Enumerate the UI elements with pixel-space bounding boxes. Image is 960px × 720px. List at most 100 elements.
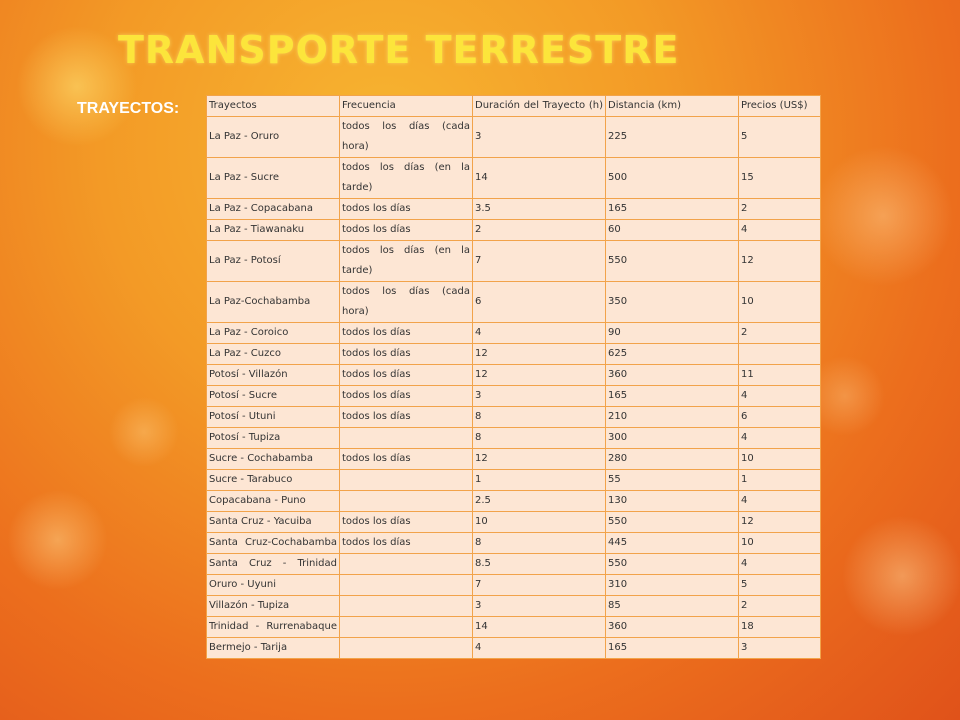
price-cell: 2 (738, 595, 821, 617)
table-row: La Paz - Sucre todos los días (en la tard… (206, 157, 821, 199)
duration-cell: 12 (472, 448, 606, 470)
duration-cell: 8.5 (472, 553, 606, 575)
frequency-cell (339, 616, 473, 638)
route-cell: Potosí - Utuni (206, 406, 340, 428)
distance-cell: 280 (605, 448, 739, 470)
price-cell: 10 (738, 532, 821, 554)
route-cell: La Paz - Potosí (206, 240, 340, 282)
route-cell: Copacabana - Puno (206, 490, 340, 512)
frequency-cell: todos los días (339, 364, 473, 386)
table-row: La Paz - Oruro todos los días (cada hora)… (206, 116, 821, 158)
duration-cell: 4 (472, 637, 606, 659)
distance-cell: 445 (605, 532, 739, 554)
duration-cell: 12 (472, 343, 606, 365)
table-row: Potosí - Tupiza 8 300 4 (206, 427, 821, 449)
frequency-cell: todos los días (cada hora) (339, 281, 473, 323)
table-row: La Paz - Copacabana todos los días 3.5 165 2 (206, 198, 821, 220)
table-row: Santa Cruz-Cochabamba todos los días 8 445 1… (206, 532, 821, 554)
route-cell: Trinidad - Rurrenabaque (206, 616, 340, 638)
table-row: Villazón - Tupiza 3 85 2 (206, 595, 821, 617)
route-cell: La Paz - Sucre (206, 157, 340, 199)
duration-cell: 2 (472, 219, 606, 241)
duration-cell: 7 (472, 240, 606, 282)
table-row: Potosí - Sucre todos los días 3 165 4 (206, 385, 821, 407)
route-cell: Santa Cruz - Yacuiba (206, 511, 340, 533)
route-cell: La Paz - Coroico (206, 322, 340, 344)
route-cell: Bermejo - Tarija (206, 637, 340, 659)
distance-cell: 360 (605, 364, 739, 386)
header-cell: Trayectos (206, 95, 340, 117)
table-row: Trinidad - Rurrenabaque 14 360 18 (206, 616, 821, 638)
table-row: Sucre - Cochabamba todos los días 12 280 10 (206, 448, 821, 470)
frequency-cell (339, 574, 473, 596)
duration-cell: 3 (472, 595, 606, 617)
price-cell: 4 (738, 219, 821, 241)
distance-cell: 130 (605, 490, 739, 512)
duration-cell: 8 (472, 406, 606, 428)
distance-cell: 310 (605, 574, 739, 596)
table-row: Bermejo - Tarija 4 165 3 (206, 637, 821, 659)
frequency-cell: todos los días (cada hora) (339, 116, 473, 158)
frequency-cell (339, 637, 473, 659)
routes-table-container: Trayectos Frecuencia Duración del Trayec… (206, 95, 821, 659)
table-header-row: Trayectos Frecuencia Duración del Trayec… (206, 95, 821, 117)
section-label: TRAYECTOS: (77, 100, 180, 117)
price-cell: 3 (738, 637, 821, 659)
distance-cell: 300 (605, 427, 739, 449)
price-cell: 2 (738, 322, 821, 344)
table-row: Santa Cruz - Yacuiba todos los días 10 550 1… (206, 511, 821, 533)
route-cell: Santa Cruz - Trinidad (206, 553, 340, 575)
distance-cell: 350 (605, 281, 739, 323)
table-row: Sucre - Tarabuco 1 55 1 (206, 469, 821, 491)
duration-cell: 4 (472, 322, 606, 344)
route-cell: La Paz - Cuzco (206, 343, 340, 365)
table-row: La Paz - Potosí todos los días (en la tar… (206, 240, 821, 282)
table-row: Santa Cruz - Trinidad 8.5 550 4 (206, 553, 821, 575)
frequency-cell (339, 427, 473, 449)
table-row: La Paz - Cuzco todos los días 12 625 (206, 343, 821, 365)
frequency-cell: todos los días (339, 511, 473, 533)
distance-cell: 165 (605, 385, 739, 407)
route-cell: La Paz - Oruro (206, 116, 340, 158)
duration-cell: 8 (472, 427, 606, 449)
duration-cell: 1 (472, 469, 606, 491)
price-cell: 10 (738, 281, 821, 323)
route-cell: Oruro - Uyuni (206, 574, 340, 596)
distance-cell: 165 (605, 198, 739, 220)
price-cell: 12 (738, 511, 821, 533)
distance-cell: 165 (605, 637, 739, 659)
frequency-cell: todos los días (339, 219, 473, 241)
distance-cell: 500 (605, 157, 739, 199)
frequency-cell (339, 490, 473, 512)
duration-cell: 3 (472, 116, 606, 158)
distance-cell: 55 (605, 469, 739, 491)
frequency-cell: todos los días (339, 448, 473, 470)
price-cell: 5 (738, 574, 821, 596)
header-cell: Frecuencia (339, 95, 473, 117)
routes-table-body: Trayectos Frecuencia Duración del Trayec… (206, 95, 821, 659)
table-row: La Paz - Coroico todos los días 4 90 2 (206, 322, 821, 344)
duration-cell: 3.5 (472, 198, 606, 220)
frequency-cell (339, 469, 473, 491)
price-cell: 18 (738, 616, 821, 638)
price-cell: 10 (738, 448, 821, 470)
table-row: Oruro - Uyuni 7 310 5 (206, 574, 821, 596)
table-row: La Paz - Tiawanaku todos los días 2 60 4 (206, 219, 821, 241)
distance-cell: 550 (605, 553, 739, 575)
table-row: Copacabana - Puno 2.5 130 4 (206, 490, 821, 512)
duration-cell: 3 (472, 385, 606, 407)
price-cell: 15 (738, 157, 821, 199)
price-cell: 12 (738, 240, 821, 282)
route-cell: Villazón - Tupiza (206, 595, 340, 617)
route-cell: Santa Cruz-Cochabamba (206, 532, 340, 554)
price-cell: 6 (738, 406, 821, 428)
distance-cell: 90 (605, 322, 739, 344)
route-cell: Potosí - Sucre (206, 385, 340, 407)
price-cell: 5 (738, 116, 821, 158)
price-cell: 2 (738, 198, 821, 220)
price-cell: 4 (738, 553, 821, 575)
distance-cell: 85 (605, 595, 739, 617)
routes-table: Trayectos Frecuencia Duración del Trayec… (206, 95, 821, 659)
route-cell: La Paz - Copacabana (206, 198, 340, 220)
route-cell: Potosí - Villazón (206, 364, 340, 386)
